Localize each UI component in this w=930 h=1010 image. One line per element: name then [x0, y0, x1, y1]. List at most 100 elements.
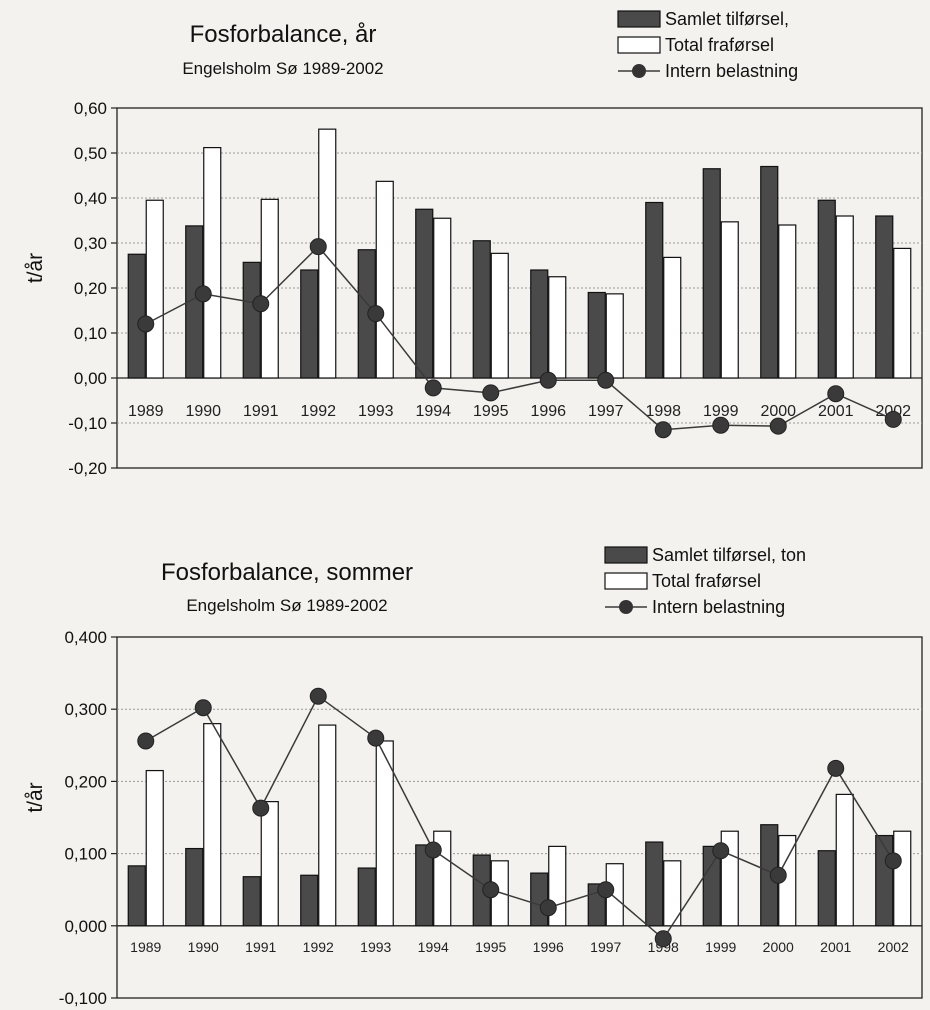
- y-tick-label: 0,60: [74, 99, 107, 118]
- y-tick-label: 0,200: [64, 772, 107, 791]
- x-tick-label: 1991: [245, 939, 276, 955]
- bar: [702, 168, 721, 379]
- legend-swatch: [617, 10, 661, 28]
- bar: [835, 793, 854, 927]
- bar: [490, 252, 509, 379]
- y-tick-label: 0,40: [74, 189, 107, 208]
- bar: [203, 147, 222, 379]
- series-line: [145, 695, 894, 940]
- bar: [357, 867, 376, 927]
- legend-swatch: [617, 36, 661, 54]
- bar: [415, 208, 434, 379]
- bar: [375, 740, 394, 927]
- x-tick-label: 1999: [703, 403, 739, 420]
- bar: [760, 165, 779, 379]
- bar: [260, 198, 279, 379]
- bar: [300, 874, 319, 927]
- y-tick-label: -0,10: [68, 414, 107, 433]
- bar: [893, 247, 912, 379]
- line-point: [252, 799, 270, 817]
- bar: [433, 217, 452, 379]
- legend-swatch: [604, 572, 648, 590]
- bar: [530, 872, 549, 927]
- line-point: [827, 759, 845, 777]
- bar: [835, 215, 854, 379]
- bar: [375, 180, 394, 379]
- y-tick-label: -0,20: [68, 459, 107, 478]
- chart-title: Fosforbalance, sommer: [161, 559, 413, 586]
- bar: [185, 847, 204, 927]
- line-point: [654, 930, 672, 948]
- line-point: [424, 841, 442, 859]
- x-tick-label: 1995: [473, 403, 509, 420]
- bar: [300, 269, 319, 379]
- bar: [242, 876, 261, 927]
- bar: [702, 845, 721, 927]
- y-tick-label: 0,10: [74, 324, 107, 343]
- x-tick-label: 1994: [418, 939, 449, 955]
- bar: [663, 256, 682, 379]
- y-tick-label: 0,400: [64, 628, 107, 647]
- line-point: [539, 899, 557, 917]
- y-tick-label: 0,300: [64, 700, 107, 719]
- y-axis-label: t/år: [24, 782, 47, 812]
- x-tick-label: 1993: [358, 403, 394, 420]
- line-point: [712, 842, 730, 860]
- x-tick-label: 1995: [475, 939, 506, 955]
- x-tick-label: 1994: [415, 403, 451, 420]
- bar: [875, 215, 894, 379]
- x-tick-label: 2000: [763, 939, 794, 955]
- x-tick-label: 2001: [818, 403, 854, 420]
- series-line: [145, 245, 894, 431]
- bar: [318, 724, 337, 927]
- bar: [415, 844, 434, 927]
- bar: [778, 224, 797, 379]
- bar: [893, 830, 912, 927]
- legend-marker: [619, 600, 633, 614]
- bar: [260, 801, 279, 927]
- line-point: [712, 416, 730, 434]
- x-tick-label: 1997: [588, 403, 624, 420]
- bar: [145, 769, 164, 927]
- x-tick-label: 2001: [820, 939, 851, 955]
- y-tick-label: 0,50: [74, 144, 107, 163]
- x-tick-label: 1996: [530, 403, 566, 420]
- x-tick-label: 1990: [185, 403, 221, 420]
- line-point: [367, 729, 385, 747]
- chart-1: Fosforbalance, år Engelsholm Sø 1989-2002…: [24, 9, 923, 478]
- line-point: [597, 371, 615, 389]
- legend-swatch: [604, 546, 648, 564]
- bar: [817, 850, 836, 927]
- x-tick-label: 1991: [243, 403, 279, 420]
- line-point: [884, 852, 902, 870]
- chart-title: Fosforbalance, år: [190, 21, 377, 48]
- bar: [875, 834, 894, 927]
- plot-frame: [116, 636, 923, 999]
- bar: [548, 276, 567, 379]
- bar: [605, 293, 624, 379]
- bar: [127, 865, 146, 927]
- y-tick-label: 0,100: [64, 845, 107, 864]
- x-tick-label: 1989: [130, 939, 161, 955]
- chart-subtitle: Engelsholm Sø 1989-2002: [182, 59, 383, 78]
- line-point: [367, 305, 385, 323]
- line-point: [884, 410, 902, 428]
- bar: [587, 291, 606, 379]
- x-tick-label: 2002: [878, 939, 909, 955]
- bar: [530, 269, 549, 379]
- bar: [203, 723, 222, 927]
- legend-label: Samlet tilførsel, ton: [652, 545, 806, 565]
- legend-label: Total fraførsel: [652, 571, 761, 591]
- line-point: [424, 379, 442, 397]
- y-tick-label: 0,000: [64, 917, 107, 936]
- x-tick-label: 1998: [645, 403, 681, 420]
- legend-label: Intern belastning: [652, 597, 785, 617]
- x-tick-label: 1993: [360, 939, 391, 955]
- line-point: [482, 881, 500, 899]
- line-point: [769, 866, 787, 884]
- line-point: [769, 417, 787, 435]
- legend-label: Intern belastning: [665, 61, 798, 81]
- y-tick-label: 0,20: [74, 279, 107, 298]
- line-point: [194, 285, 212, 303]
